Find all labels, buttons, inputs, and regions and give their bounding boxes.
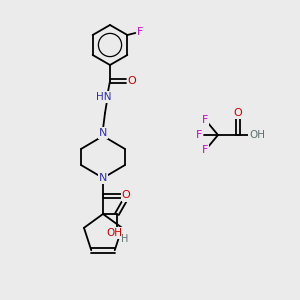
Text: F: F (196, 130, 202, 140)
Text: HN: HN (96, 92, 112, 102)
Text: F: F (202, 115, 208, 125)
Text: OH: OH (249, 130, 265, 140)
Text: O: O (122, 190, 130, 200)
Text: N: N (99, 173, 107, 183)
Text: F: F (137, 27, 143, 37)
Text: OH: OH (106, 228, 122, 238)
Text: O: O (234, 108, 242, 118)
Text: O: O (128, 76, 136, 86)
Text: O: O (123, 191, 131, 201)
Text: N: N (99, 128, 107, 138)
Text: F: F (202, 145, 208, 155)
Text: H: H (121, 234, 129, 244)
